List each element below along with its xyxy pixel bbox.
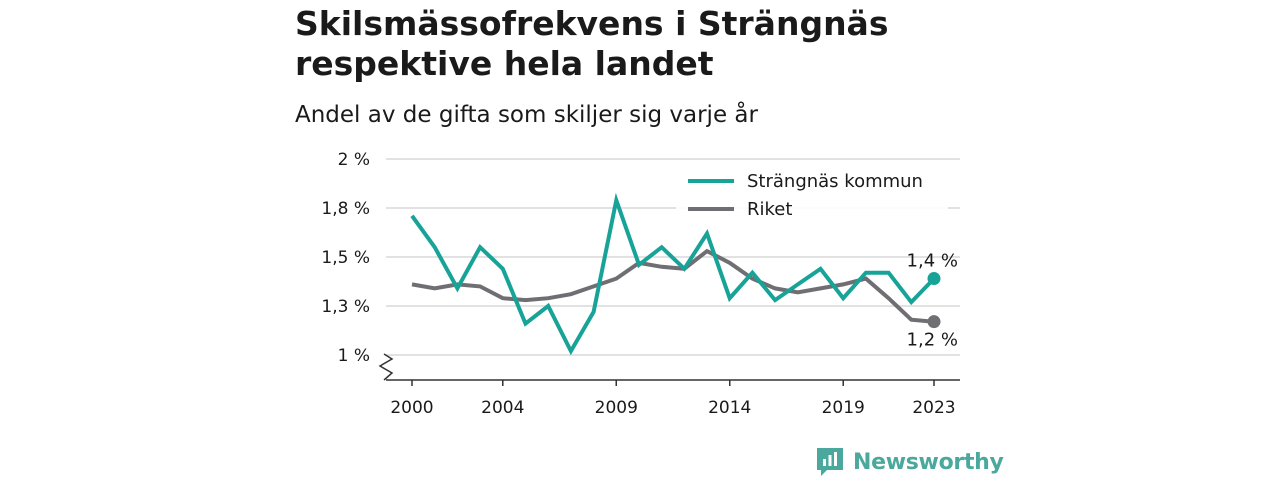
- x-axis: 2000 2004 2009 2014 2019 2023: [386, 379, 960, 418]
- newsworthy-logo-icon: [817, 448, 843, 476]
- end-markers: 1,4 % 1,2 %: [907, 251, 958, 351]
- end-marker-strangnas: [927, 272, 941, 286]
- y-tick-label: 2 %: [338, 150, 370, 170]
- axis-break: [378, 353, 394, 381]
- x-tick-label: 2009: [595, 398, 638, 418]
- end-value-label: 1,4 %: [907, 251, 958, 272]
- legend-label: Strängnäs kommun: [747, 171, 923, 192]
- series-line-strangnas: [410, 192, 936, 356]
- y-tick-label: 1,3 %: [321, 297, 370, 317]
- x-tick-label: 2004: [481, 398, 524, 418]
- x-tick-label: 2000: [390, 398, 433, 418]
- x-tick-label: 2023: [912, 398, 955, 418]
- end-marker-riket: [927, 315, 941, 329]
- y-tick-label: 1,5 %: [321, 248, 370, 268]
- legend: Strängnäs kommun Riket: [676, 166, 948, 228]
- legend-label: Riket: [747, 199, 792, 220]
- series-line-riket: [411, 248, 935, 324]
- brand-name: Newsworthy: [853, 449, 1004, 475]
- y-axis-ticks: 1 % 1,3 % 1,5 % 1,8 % 2 %: [321, 150, 370, 366]
- x-tick-label: 2019: [822, 398, 865, 418]
- legend-background: [676, 166, 948, 228]
- y-tick-label: 1,8 %: [321, 199, 370, 219]
- series-lines: [410, 192, 936, 356]
- chart-title: Skilsmässofrekvens i Strängnäs respektiv…: [295, 4, 889, 83]
- brand: Newsworthy: [815, 446, 1004, 478]
- axis-break-icon: [378, 353, 394, 381]
- x-tick-label: 2014: [708, 398, 751, 418]
- y-tick-label: 1 %: [338, 346, 370, 366]
- end-value-label: 1,2 %: [907, 330, 958, 351]
- chart-subtitle: Andel av de gifta som skiljer sig varje …: [295, 102, 758, 128]
